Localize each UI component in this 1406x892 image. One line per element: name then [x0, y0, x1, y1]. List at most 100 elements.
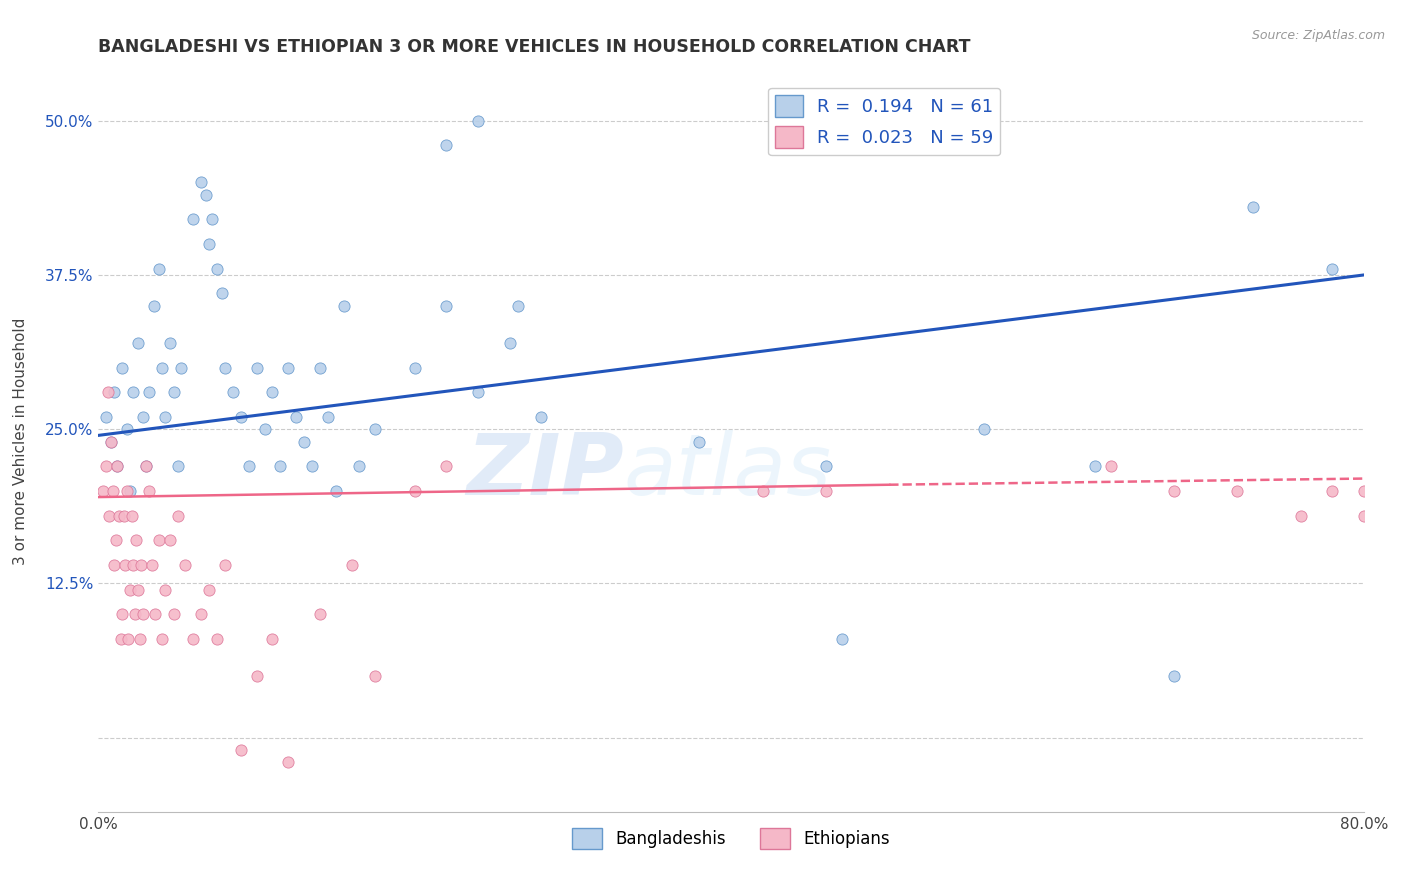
Point: [142, 299, 165, 313]
Point: [349, 459, 371, 474]
Point: [238, 459, 260, 474]
Point: [292, 434, 315, 449]
Point: [169, 360, 191, 375]
Point: [148, 533, 170, 548]
Point: [138, 483, 160, 498]
Point: [132, 607, 155, 622]
Point: [506, 299, 529, 313]
Point: [129, 558, 152, 572]
Point: [404, 483, 426, 498]
Point: [153, 409, 176, 424]
Point: [309, 607, 332, 622]
Point: [1289, 508, 1312, 523]
Point: [96, 459, 118, 474]
Point: [108, 508, 131, 523]
Point: [467, 385, 489, 400]
Point: [1163, 483, 1185, 498]
Point: [120, 483, 141, 498]
Point: [1322, 261, 1344, 276]
Point: [814, 459, 837, 474]
Point: [1353, 483, 1375, 498]
Point: [115, 422, 138, 436]
Point: [1163, 669, 1185, 683]
Point: [127, 582, 149, 597]
Point: [211, 286, 233, 301]
Point: [135, 459, 157, 474]
Point: [277, 360, 299, 375]
Point: [309, 360, 332, 375]
Point: [751, 483, 773, 498]
Point: [269, 459, 291, 474]
Point: [159, 533, 181, 548]
Point: [107, 459, 129, 474]
Point: [96, 409, 118, 424]
Point: [201, 212, 224, 227]
Text: BANGLADESHI VS ETHIOPIAN 3 OR MORE VEHICLES IN HOUSEHOLD CORRELATION CHART: BANGLADESHI VS ETHIOPIAN 3 OR MORE VEHIC…: [98, 38, 972, 56]
Point: [107, 459, 129, 474]
Point: [436, 459, 458, 474]
Point: [436, 299, 458, 313]
Point: [117, 632, 139, 646]
Point: [183, 632, 205, 646]
Point: [163, 385, 186, 400]
Point: [301, 459, 323, 474]
Point: [214, 558, 236, 572]
Point: [973, 422, 995, 436]
Point: [688, 434, 710, 449]
Point: [183, 212, 205, 227]
Point: [262, 385, 284, 400]
Point: [120, 582, 141, 597]
Point: [404, 360, 426, 375]
Point: [103, 558, 125, 572]
Point: [135, 459, 157, 474]
Point: [114, 558, 136, 572]
Point: [190, 175, 212, 190]
Point: [121, 508, 143, 523]
Point: [229, 409, 252, 424]
Point: [150, 360, 173, 375]
Point: [150, 632, 173, 646]
Point: [205, 261, 228, 276]
Point: [285, 409, 308, 424]
Point: [132, 409, 155, 424]
Point: [1241, 200, 1264, 214]
Point: [148, 261, 170, 276]
Point: [467, 113, 489, 128]
Point: [253, 422, 276, 436]
Point: [111, 607, 134, 622]
Point: [111, 360, 134, 375]
Point: [115, 483, 138, 498]
Point: [498, 335, 520, 350]
Point: [1226, 483, 1249, 498]
Point: [246, 360, 269, 375]
Point: [364, 422, 387, 436]
Point: [153, 582, 176, 597]
Point: [98, 508, 121, 523]
Point: [110, 632, 132, 646]
Point: [340, 558, 363, 572]
Point: [122, 385, 145, 400]
Point: [316, 409, 339, 424]
Point: [125, 533, 148, 548]
Point: [190, 607, 212, 622]
Point: [325, 483, 347, 498]
Point: [112, 508, 135, 523]
Point: [124, 607, 146, 622]
Point: [100, 434, 122, 449]
Point: [128, 632, 150, 646]
Point: [104, 533, 127, 548]
Point: [1353, 508, 1375, 523]
Y-axis label: 3 or more Vehicles in Household: 3 or more Vehicles in Household: [14, 318, 28, 566]
Point: [831, 632, 853, 646]
Point: [1084, 459, 1107, 474]
Point: [436, 138, 458, 153]
Text: Source: ZipAtlas.com: Source: ZipAtlas.com: [1251, 29, 1385, 43]
Point: [262, 632, 284, 646]
Point: [1099, 459, 1122, 474]
Point: [138, 385, 160, 400]
Point: [100, 434, 122, 449]
Point: [277, 756, 299, 770]
Point: [222, 385, 245, 400]
Point: [229, 743, 252, 757]
Point: [530, 409, 553, 424]
